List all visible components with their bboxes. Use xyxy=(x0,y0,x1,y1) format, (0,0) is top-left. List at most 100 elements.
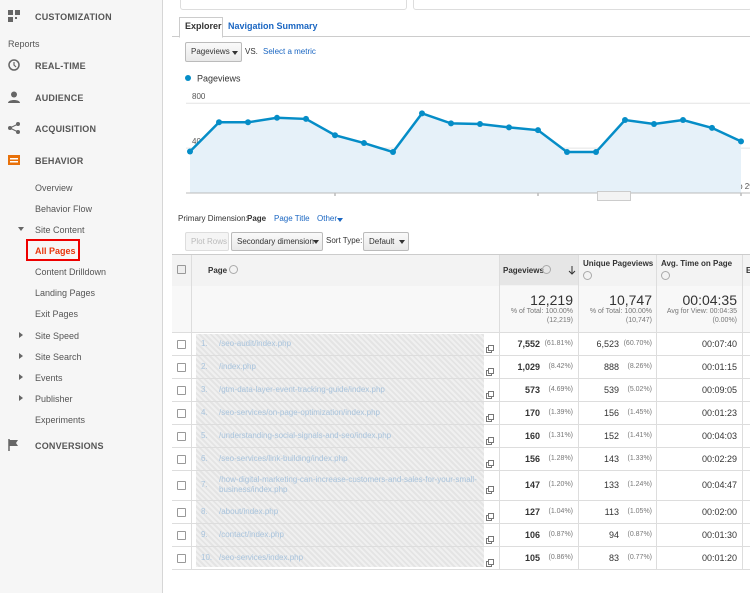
sidebar-item[interactable]: Site Speed xyxy=(35,331,80,341)
pageviews: 105 xyxy=(524,552,540,563)
pageviews-pct: (1.20%) xyxy=(548,481,573,488)
row-checkbox[interactable] xyxy=(177,530,186,540)
help-icon xyxy=(229,265,238,274)
open-link-icon[interactable] xyxy=(486,340,494,353)
dimension-option[interactable]: Page Title xyxy=(274,214,310,223)
open-link-icon[interactable] xyxy=(486,531,494,544)
open-link-icon[interactable] xyxy=(486,363,494,376)
row-index: 8. xyxy=(201,506,208,516)
row-index: 6. xyxy=(201,453,208,463)
row-checkbox[interactable] xyxy=(177,408,186,418)
select-metric[interactable]: Select a metric xyxy=(263,47,316,56)
line xyxy=(189,111,742,154)
row-checkbox[interactable] xyxy=(177,431,186,441)
unique-pct: (1.41%) xyxy=(627,431,652,439)
sidebar-item[interactable]: ACQUISITION xyxy=(35,124,97,134)
pageviews: 156 xyxy=(524,453,540,464)
sidebar-item[interactable]: Site Content xyxy=(35,225,85,235)
row-line xyxy=(172,546,750,547)
unique-pct: (1.24%) xyxy=(627,481,652,488)
page-path[interactable]: /how-digital-marketing-can-increase-cust… xyxy=(219,475,477,494)
open-link-icon[interactable] xyxy=(486,386,494,399)
row-checkbox[interactable] xyxy=(177,362,186,372)
column-header[interactable]: Pageviews xyxy=(503,266,544,275)
sorted-column-bg xyxy=(499,255,578,285)
tab[interactable]: Explorer xyxy=(185,21,222,31)
avg-time: 00:09:05 xyxy=(701,384,737,395)
unique-pageviews: 83 xyxy=(608,552,619,563)
page-path[interactable]: /gtm-data-layer-event-tracking-guide/ind… xyxy=(219,384,385,394)
column-header: Page xyxy=(208,266,228,275)
button-label: Secondary dimension xyxy=(237,237,314,246)
column-header[interactable]: Unique Pageviews xyxy=(583,259,654,268)
row-line xyxy=(172,355,750,356)
row-line xyxy=(172,500,750,501)
sidebar-item[interactable]: REAL-TIME xyxy=(35,61,86,71)
sidebar-item[interactable]: Landing Pages xyxy=(35,288,96,298)
point xyxy=(274,114,280,121)
page-path[interactable]: /about/index.php xyxy=(219,506,279,516)
column-header[interactable]: Avg. Time on Page xyxy=(661,259,733,268)
pageviews-pct: (1.28%) xyxy=(548,454,573,462)
secondary-dimension[interactable]: Secondary dimension xyxy=(231,232,323,251)
row-checkbox[interactable] xyxy=(177,507,186,517)
sidebar-item[interactable]: Overview xyxy=(35,183,73,193)
sort-arrow xyxy=(568,263,576,275)
point xyxy=(622,117,628,124)
header-checkbox[interactable] xyxy=(177,265,186,274)
sidebar-item[interactable]: Publisher xyxy=(35,394,73,404)
pageviews-pct: (8.42%) xyxy=(548,362,573,370)
sort-select[interactable]: Default xyxy=(363,232,409,251)
sidebar-item[interactable]: Experiments xyxy=(35,415,86,425)
dimension-option[interactable]: Page xyxy=(247,214,267,223)
metric-select[interactable]: Pageviews xyxy=(185,42,242,62)
open-link-icon[interactable] xyxy=(486,432,494,445)
page-path[interactable]: /understanding-social-signals-and-seo/in… xyxy=(219,430,392,440)
open-link-icon[interactable] xyxy=(486,481,494,494)
open-link-icon[interactable] xyxy=(486,508,494,521)
page-path[interactable]: /seo-services/link-building/index.php xyxy=(219,453,348,463)
row-checkbox[interactable] xyxy=(177,481,186,490)
page-path[interactable]: /index.php xyxy=(219,361,256,371)
row-index: 2. xyxy=(201,361,208,371)
row-checkbox[interactable] xyxy=(177,339,186,349)
sidebar-item[interactable]: Site Search xyxy=(35,352,82,362)
open-link-icon[interactable] xyxy=(486,409,494,422)
blurred-region xyxy=(196,334,484,567)
page-path[interactable]: /seo-services/on-page-optimization/index… xyxy=(219,407,380,417)
y-tick-label: 800 xyxy=(192,92,206,101)
open-link-icon[interactable] xyxy=(486,455,494,468)
point xyxy=(535,127,541,134)
sidebar-item[interactable]: All Pages xyxy=(35,246,76,256)
sidebar-item[interactable]: BEHAVIOR xyxy=(35,156,84,166)
sidebar-item[interactable]: Events xyxy=(35,373,63,383)
page-path[interactable]: /seo-services/index.php xyxy=(219,552,304,562)
page-path[interactable]: /contact/index.php xyxy=(219,529,284,539)
dimension-option[interactable]: Other xyxy=(317,214,338,223)
dimension-label: Primary Dimension: xyxy=(178,214,248,223)
point xyxy=(477,120,483,127)
point xyxy=(680,117,686,124)
sidebar-item[interactable]: CUSTOMIZATION xyxy=(35,12,112,22)
row-index: 7. xyxy=(201,480,208,489)
sidebar-item[interactable]: Content Drilldown xyxy=(35,267,107,277)
sidebar-item[interactable]: CONVERSIONS xyxy=(35,441,104,451)
page-path[interactable]: /seo-audit/index.php xyxy=(219,338,292,348)
sort-label: Sort Type: xyxy=(326,236,363,245)
chart-handle[interactable] xyxy=(597,191,631,201)
tab[interactable]: Navigation Summary xyxy=(228,21,318,31)
row-index: 5. xyxy=(201,430,208,440)
point xyxy=(709,124,715,131)
collapse-arrow xyxy=(19,353,23,359)
row-checkbox[interactable] xyxy=(177,553,186,563)
row-checkbox[interactable] xyxy=(177,454,186,464)
row-checkbox[interactable] xyxy=(177,385,186,395)
plot-rows[interactable]: Plot Rows xyxy=(185,232,229,251)
conversions-icon xyxy=(8,439,18,451)
unique-pageviews: 94 xyxy=(608,529,619,540)
unique-pct: (5.02%) xyxy=(627,385,652,393)
sidebar-item[interactable]: Behavior Flow xyxy=(35,204,93,214)
sidebar-item[interactable]: AUDIENCE xyxy=(35,93,84,103)
open-link-icon[interactable] xyxy=(486,554,494,567)
sidebar-item[interactable]: Exit Pages xyxy=(35,309,79,319)
